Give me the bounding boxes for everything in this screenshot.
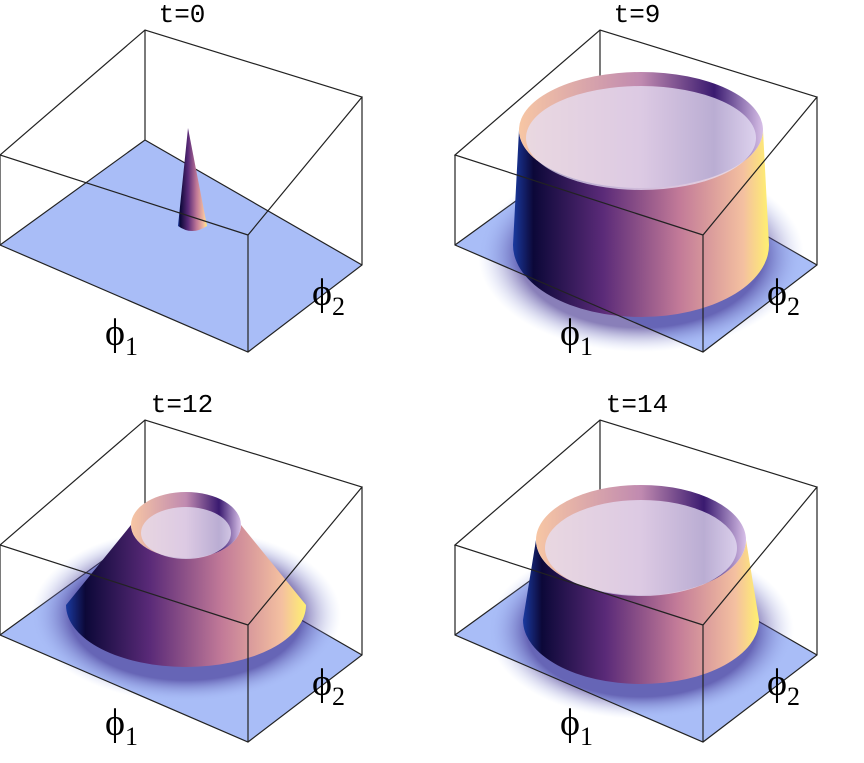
surface — [523, 540, 759, 684]
axis-symbol: ϕ — [312, 662, 332, 704]
axis-subscript: 1 — [580, 332, 593, 361]
floor — [0, 140, 362, 352]
panel-title: t=9 — [614, 0, 661, 30]
box-back — [0, 30, 363, 266]
axis-subscript: 1 — [580, 722, 593, 751]
axis-label: ϕ2 — [312, 272, 345, 321]
surface — [513, 130, 769, 317]
box-front — [453, 29, 819, 353]
panel-title: t=14 — [606, 390, 668, 420]
axis-label: ϕ1 — [560, 702, 593, 751]
axis-label: ϕ2 — [767, 662, 800, 711]
box-front — [0, 29, 364, 353]
axis-label: ϕ1 — [105, 312, 138, 361]
axis-symbol: ϕ — [767, 272, 787, 314]
axis-symbol: ϕ — [767, 662, 787, 704]
axis-subscript: 2 — [787, 292, 800, 321]
surface — [178, 128, 207, 231]
axis-label: ϕ1 — [560, 312, 593, 361]
surface — [66, 525, 306, 667]
axis-subscript: 2 — [332, 292, 345, 321]
axis-subscript: 2 — [332, 682, 345, 711]
box-front — [0, 419, 364, 743]
surface-hole — [545, 500, 737, 596]
panel-title: t=0 — [159, 0, 206, 30]
axis-symbol: ϕ — [560, 702, 580, 744]
axis-label: ϕ1 — [105, 702, 138, 751]
axis-label: ϕ2 — [767, 272, 800, 321]
surface-hole — [526, 86, 756, 190]
axis-subscript: 1 — [125, 332, 138, 361]
axis-symbol: ϕ — [105, 702, 125, 744]
panel-title: t=12 — [151, 390, 213, 420]
axis-symbol: ϕ — [105, 312, 125, 354]
axis-subscript: 2 — [787, 682, 800, 711]
axis-subscript: 1 — [125, 722, 138, 751]
axis-label: ϕ2 — [312, 662, 345, 711]
axis-symbol: ϕ — [312, 272, 332, 314]
box-front — [453, 419, 819, 743]
surface-hole — [141, 507, 231, 559]
axis-symbol: ϕ — [560, 312, 580, 354]
